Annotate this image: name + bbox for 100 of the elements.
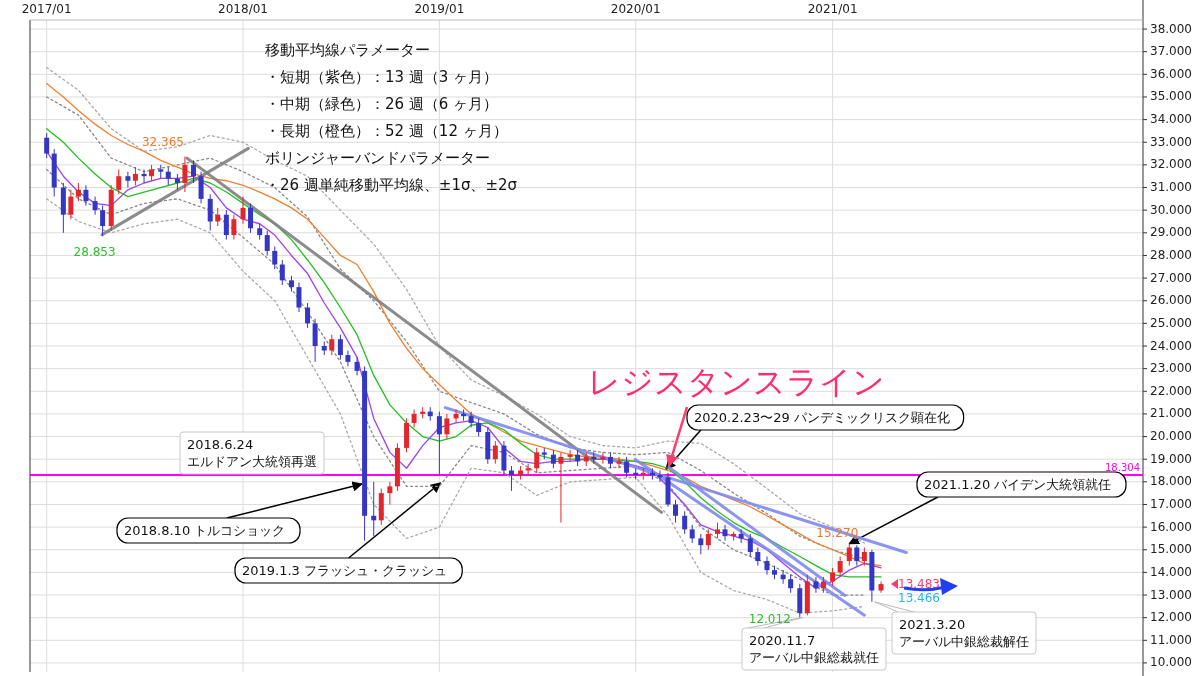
candlestick: [468, 411, 474, 428]
y-tick-label: 10.000: [1150, 655, 1192, 670]
y-tick-label: 23.000: [1150, 361, 1192, 376]
candlestick: [68, 189, 74, 220]
y-tick-label: 19.000: [1150, 451, 1192, 466]
y-tick-label: 34.000: [1150, 112, 1192, 127]
candlestick: [231, 214, 237, 241]
annotation: 2018.6.24 エルドアン大統領再選: [187, 437, 317, 469]
candlestick: [689, 524, 695, 544]
candlestick: [44, 132, 50, 159]
candlestick: [534, 447, 540, 474]
y-tick-label: 29.000: [1150, 225, 1192, 240]
candlestick: [387, 481, 393, 505]
annotation: ・中期（緑色）：26 週（6 ヶ月）: [265, 95, 499, 113]
y-tick-label: 13.000: [1150, 587, 1192, 602]
candlestick: [264, 230, 270, 256]
candlestick: [861, 546, 867, 567]
y-tick-label: 15.000: [1150, 542, 1192, 557]
candlestick: [846, 543, 852, 567]
candlestick: [705, 528, 711, 551]
candlestick: [248, 202, 254, 234]
candlestick: [116, 168, 122, 195]
y-tick-label: 16.000: [1150, 519, 1192, 534]
annotation: 13.483: [898, 576, 941, 591]
y-tick-label: 22.000: [1150, 383, 1192, 398]
y-tick-label: 26.000: [1150, 293, 1192, 308]
y-tick-label: 30.000: [1150, 202, 1192, 217]
candlestick: [550, 449, 556, 469]
candlestick: [305, 302, 311, 329]
y-tick-label: 18.000: [1150, 474, 1192, 489]
candlestick: [411, 408, 417, 428]
candlestick: [223, 209, 229, 241]
annotation: 12.012: [748, 611, 791, 626]
candlestick: [436, 411, 442, 476]
candlestick: [354, 356, 360, 376]
y-tick-label: 36.000: [1150, 66, 1192, 81]
candlestick: [657, 470, 663, 483]
candlestick: [640, 467, 646, 481]
y-tick-label: 17.000: [1150, 496, 1192, 511]
annotation: ・26 週単純移動平均線、±1σ、±2σ: [265, 176, 518, 194]
candlestick: [444, 413, 450, 440]
candlestick: [764, 556, 770, 576]
candlestick: [525, 463, 531, 476]
x-tick-label: 2021/01: [807, 2, 858, 16]
candlestick: [682, 510, 688, 535]
annotation: 15.270: [816, 526, 859, 541]
candlestick: [83, 184, 89, 207]
candlestick: [698, 533, 704, 555]
annotation: 13.466: [898, 590, 941, 605]
candlestick: [616, 456, 622, 469]
annotation: ・長期（橙色）：52 週（12 ヶ月）: [265, 122, 508, 140]
candlestick: [747, 533, 753, 558]
x-tick-label: 2018/01: [218, 2, 268, 16]
candlestick: [337, 334, 343, 361]
y-tick-label: 38.000: [1150, 21, 1192, 36]
annotation: 2021.3.20 アーバル中銀総裁解任: [899, 617, 1029, 649]
candlestick: [624, 456, 630, 478]
candlestick: [296, 282, 302, 313]
candlestick: [600, 451, 606, 465]
annotation: 32.365: [141, 135, 184, 150]
candlestick: [492, 440, 498, 465]
candlestick: [878, 580, 884, 594]
candlestick: [830, 567, 836, 587]
candlestick: [854, 544, 860, 567]
candlestick: [755, 546, 761, 567]
y-tick-label: 31.000: [1150, 180, 1192, 195]
candlestick: [673, 499, 679, 524]
y-tick-label: 28.000: [1150, 247, 1192, 262]
x-tick-label: 2020/01: [610, 2, 661, 16]
candlestick: [813, 576, 819, 594]
candlestick: [722, 524, 728, 542]
candlestick: [92, 196, 98, 216]
candlestick: [461, 408, 467, 422]
candlestick: [279, 259, 285, 286]
x-tick-label: 2019/01: [414, 2, 465, 16]
y-tick-label: 11.000: [1150, 632, 1192, 647]
candlestick: [132, 166, 138, 186]
candlestick: [633, 467, 639, 481]
candlestick: [312, 318, 318, 363]
annotation: 2020.11.7 アーバル中銀総裁就任: [749, 633, 879, 665]
candlestick: [567, 449, 573, 462]
candlestick: [182, 156, 188, 193]
candlestick: [272, 245, 278, 270]
y-tick-label: 20.000: [1150, 429, 1192, 444]
candlestick: [75, 182, 81, 202]
candlestick: [558, 451, 564, 524]
annotation: 移動平均線パラメーター: [265, 41, 430, 59]
candlestick: [125, 171, 131, 189]
candlestick: [476, 417, 482, 438]
y-tick-label: 37.000: [1150, 44, 1192, 59]
candlestick: [837, 556, 843, 578]
candlestick: [191, 159, 197, 184]
y-tick-label: 27.000: [1150, 270, 1192, 285]
annotation: ボリンジャーバンドパラメーター: [265, 149, 490, 167]
x-tick-label: 2017/01: [21, 2, 72, 16]
candlestick: [141, 168, 147, 184]
candlestick: [591, 451, 597, 465]
y-tick-label: 24.000: [1150, 338, 1192, 353]
y-tick-label: 33.000: [1150, 134, 1192, 149]
candlestick: [240, 196, 246, 225]
